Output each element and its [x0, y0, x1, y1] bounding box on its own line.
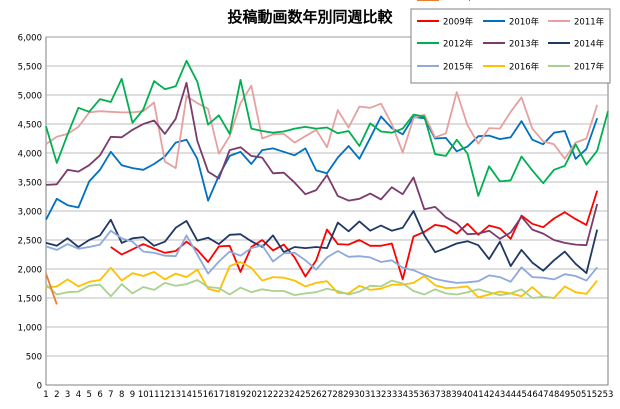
x-tick-label: 46 — [527, 390, 538, 400]
legend-label: 2009年 — [443, 17, 474, 28]
y-tick-label: 3,500 — [18, 179, 42, 189]
x-tick-label: 41 — [473, 390, 484, 400]
legend-label: 2016年 — [509, 62, 540, 73]
x-tick-label: 31 — [365, 390, 376, 400]
y-tick-label: 1,500 — [18, 295, 42, 305]
x-tick-label: 6 — [97, 390, 102, 400]
x-tick-label: 18 — [224, 390, 235, 400]
x-tick-label: 22 — [268, 390, 279, 400]
chart-title: 投稿動画数年別同週比較 — [227, 8, 393, 26]
x-tick-label: 2 — [54, 390, 59, 400]
x-tick-label: 35 — [408, 390, 419, 400]
legend-label: 2011年 — [574, 17, 605, 28]
legend-label: 2010年 — [509, 17, 540, 28]
x-tick-label: 47 — [538, 390, 549, 400]
x-tick-label: 9 — [130, 390, 135, 400]
x-tick-label: 30 — [354, 390, 365, 400]
x-tick-label: 10 — [138, 390, 149, 400]
x-tick-label: 28 — [332, 390, 343, 400]
x-tick-label: 17 — [214, 390, 225, 400]
x-tick-label: 7 — [108, 390, 113, 400]
y-tick-label: 6,000 — [18, 34, 42, 44]
y-tick-label: 5,000 — [18, 92, 42, 102]
series-line-2017年 — [45, 279, 555, 299]
x-tick-label: 3 — [65, 390, 70, 400]
x-tick-label: 43 — [495, 390, 506, 400]
legend-label: 2013年 — [509, 39, 540, 50]
y-tick-label: 2,500 — [18, 237, 42, 247]
series-line-2015年 — [45, 229, 598, 284]
legend-label: 2014年 — [574, 39, 605, 50]
y-tick-label: 0 — [37, 382, 42, 392]
x-tick-label: 39 — [451, 390, 462, 400]
series-line-2012年 — [45, 59, 609, 197]
x-tick-label: 48 — [549, 390, 560, 400]
series-line-2011年 — [45, 84, 599, 170]
x-tick-label: 15 — [192, 390, 203, 400]
x-tick-label: 50 — [570, 390, 581, 400]
x-tick-label: 13 — [170, 390, 181, 400]
series-line-2010年 — [45, 115, 599, 221]
x-tick-label: 12 — [159, 390, 170, 400]
legend-box — [410, 8, 611, 84]
x-tick-label: 21 — [257, 390, 268, 400]
x-tick-label: 36 — [419, 390, 430, 400]
legend: 2009年 2010年 2011年 2012年 2013年 2014年 2015年 2016年… — [410, 0, 611, 84]
x-tick-label: 23 — [278, 390, 289, 400]
y-tick-label: 1,000 — [18, 324, 42, 334]
series-layer — [45, 59, 609, 305]
y-tick-label: 5,500 — [18, 63, 42, 73]
series-line-2013年 — [45, 81, 599, 247]
series-line-2016年 — [45, 261, 598, 299]
x-tick-label: 8 — [119, 390, 124, 400]
y-tick-label: 500 — [26, 353, 42, 363]
x-tick-label: 20 — [246, 390, 257, 400]
y-tick-label: 2,000 — [18, 266, 42, 276]
y-tick-label: 4,500 — [18, 121, 42, 131]
x-tick-label: 16 — [203, 390, 214, 400]
x-tick-label: 33 — [386, 390, 397, 400]
y-tick-label: 4,000 — [18, 150, 42, 160]
x-tick-label: 29 — [343, 390, 354, 400]
x-tick-label: 34 — [397, 390, 408, 400]
x-tick-label: 19 — [235, 390, 246, 400]
y-tick-label: 3,000 — [18, 208, 42, 218]
legend-label: 2015年 — [443, 62, 474, 73]
x-tick-label: 38 — [440, 390, 451, 400]
x-tick-label: 4 — [76, 390, 81, 400]
legend-label: 2017年 — [574, 62, 605, 73]
series-line-2018年 — [45, 273, 58, 305]
series-line-2014年 — [45, 210, 599, 275]
x-tick-label: 53 — [603, 390, 614, 400]
x-tick-label: 11 — [149, 390, 160, 400]
x-tick-label: 40 — [462, 390, 473, 400]
x-tick-label: 24 — [289, 390, 300, 400]
x-tick-label: 49 — [559, 390, 570, 400]
x-tick-label: 45 — [516, 390, 527, 400]
x-tick-label: 37 — [430, 390, 441, 400]
x-tick-label: 25 — [300, 390, 311, 400]
x-tick-label: 42 — [484, 390, 495, 400]
x-tick-label: 52 — [592, 390, 603, 400]
x-tick-label: 14 — [181, 390, 192, 400]
x-tick-label: 27 — [322, 390, 333, 400]
x-tick-label: 44 — [505, 390, 516, 400]
x-tick-label: 51 — [581, 390, 592, 400]
legend-label: 2018年 — [443, 0, 474, 3]
grid-layer — [45, 36, 609, 386]
series-line-2009年 — [110, 190, 599, 281]
x-tick-label: 1 — [43, 390, 48, 400]
legend-label: 2012年 — [443, 39, 474, 50]
x-tick-label: 32 — [376, 390, 387, 400]
x-tick-label: 26 — [311, 390, 322, 400]
x-tick-label: 5 — [87, 390, 92, 400]
axis-layer: 0 500 1,000 1,500 2,000 2,500 3,000 3,500 4,000 4… — [18, 34, 614, 401]
